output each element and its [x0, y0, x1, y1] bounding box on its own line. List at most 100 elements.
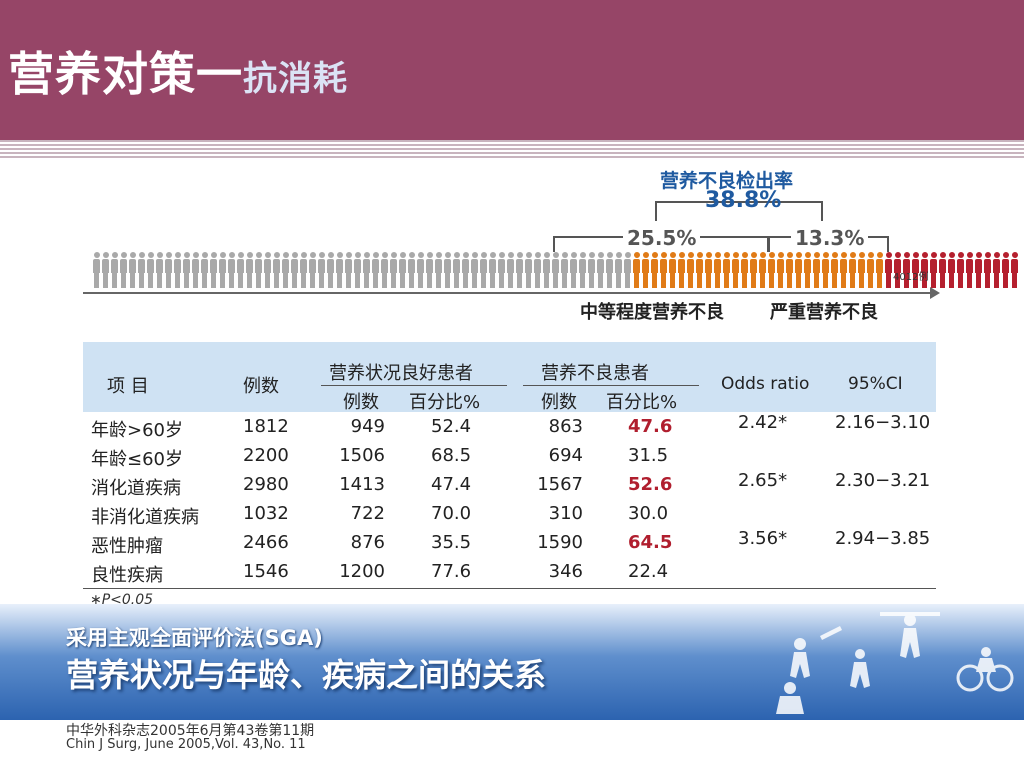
person-moderate-icon [867, 252, 874, 288]
cell-poor-count: 346 [548, 561, 583, 582]
person-severe-icon [939, 252, 946, 288]
header-stripes [0, 140, 1024, 158]
person-normal-icon [300, 252, 307, 288]
person-normal-icon [345, 252, 352, 288]
person-normal-icon [606, 252, 613, 288]
cell-poor-pct: 30.0 [628, 503, 669, 524]
person-normal-icon [336, 252, 343, 288]
person-normal-icon [102, 252, 109, 288]
person-normal-icon [543, 252, 550, 288]
axis-arrow [930, 287, 940, 299]
header-good-count: 例数 [343, 392, 379, 413]
person-normal-icon [552, 252, 559, 288]
cell-count: 1546 [243, 561, 289, 582]
person-normal-icon [93, 252, 100, 288]
title-main: 营养对策一 [8, 47, 243, 101]
odds-ratio-value: 2.65* [738, 470, 788, 491]
person-moderate-icon [696, 252, 703, 288]
person-normal-icon [147, 252, 154, 288]
banner-title: 营养状况与年龄、疾病之间的关系 [66, 656, 547, 694]
person-moderate-icon [804, 252, 811, 288]
person-severe-icon [912, 252, 919, 288]
total-bracket [655, 201, 823, 221]
cell-poor-count: 1567 [537, 474, 583, 495]
person-normal-icon [192, 252, 199, 288]
person-severe-icon [1002, 252, 1009, 288]
ci-value: 2.16−3.10 [835, 412, 931, 433]
person-normal-icon [516, 252, 523, 288]
person-normal-icon [165, 252, 172, 288]
person-normal-icon [399, 252, 406, 288]
person-normal-icon [219, 252, 226, 288]
person-normal-icon [237, 252, 244, 288]
cell-count: 1032 [243, 503, 289, 524]
person-moderate-icon [714, 252, 721, 288]
person-normal-icon [282, 252, 289, 288]
cell-poor-pct: 47.6 [628, 416, 673, 437]
person-severe-icon [966, 252, 973, 288]
person-normal-icon [138, 252, 145, 288]
person-severe-icon [984, 252, 991, 288]
person-normal-icon [435, 252, 442, 288]
person-moderate-icon [822, 252, 829, 288]
person-normal-icon [534, 252, 541, 288]
person-normal-icon [111, 252, 118, 288]
cell-count: 2466 [243, 532, 289, 553]
person-normal-icon [291, 252, 298, 288]
cell-poor-count: 310 [548, 503, 583, 524]
person-normal-icon [561, 252, 568, 288]
title-sub: 抗消耗 [243, 59, 348, 99]
person-moderate-icon [642, 252, 649, 288]
header-item: 项 目 [107, 376, 149, 397]
header-good-pct: 百分比% [409, 392, 481, 413]
odds-ratio-value: 2.42* [738, 412, 788, 433]
person-normal-icon [381, 252, 388, 288]
person-moderate-icon [687, 252, 694, 288]
total-count: 4012例 [893, 272, 929, 283]
person-normal-icon [210, 252, 217, 288]
person-moderate-icon [849, 252, 856, 288]
cell-item: 年龄≤60岁 [91, 449, 183, 470]
person-normal-icon [525, 252, 532, 288]
person-normal-icon [246, 252, 253, 288]
person-normal-icon [570, 252, 577, 288]
person-severe-icon [921, 252, 928, 288]
person-severe-icon [1011, 252, 1018, 288]
person-normal-icon [174, 252, 181, 288]
header-good-group: 营养状况良好患者 [329, 363, 473, 384]
person-severe-icon [903, 252, 910, 288]
person-severe-icon [948, 252, 955, 288]
cell-poor-count: 694 [548, 445, 583, 466]
cell-poor-pct: 22.4 [628, 561, 669, 582]
person-severe-icon [975, 252, 982, 288]
person-moderate-icon [678, 252, 685, 288]
person-normal-icon [417, 252, 424, 288]
header-poor-group: 营养不良患者 [541, 363, 649, 384]
cell-good-count: 949 [350, 416, 385, 437]
header-poor-count: 例数 [541, 392, 577, 413]
odds-ratio-value: 3.56* [738, 528, 788, 549]
person-normal-icon [507, 252, 514, 288]
cell-good-count: 876 [350, 532, 385, 553]
ci-value: 2.30−3.21 [835, 470, 931, 491]
person-normal-icon [228, 252, 235, 288]
person-normal-icon [120, 252, 127, 288]
cell-count: 2200 [243, 445, 289, 466]
person-severe-icon [894, 252, 901, 288]
person-moderate-icon [732, 252, 739, 288]
person-moderate-icon [723, 252, 730, 288]
person-normal-icon [183, 252, 190, 288]
person-normal-icon [615, 252, 622, 288]
cell-good-pct: 35.5 [431, 532, 472, 553]
person-moderate-icon [777, 252, 784, 288]
severe-label: 严重营养不良 [770, 302, 878, 323]
table-bottom-rule [83, 588, 936, 589]
citation-cn: 中华外科杂志2005年6月第43卷第11期 [66, 723, 315, 739]
person-normal-icon [471, 252, 478, 288]
figure-title: 营养不良检出率 [660, 170, 794, 192]
person-normal-icon [327, 252, 334, 288]
poor-group-rule [523, 385, 699, 386]
person-normal-icon [408, 252, 415, 288]
cell-item: 消化道疾病 [91, 478, 181, 499]
person-normal-icon [489, 252, 496, 288]
